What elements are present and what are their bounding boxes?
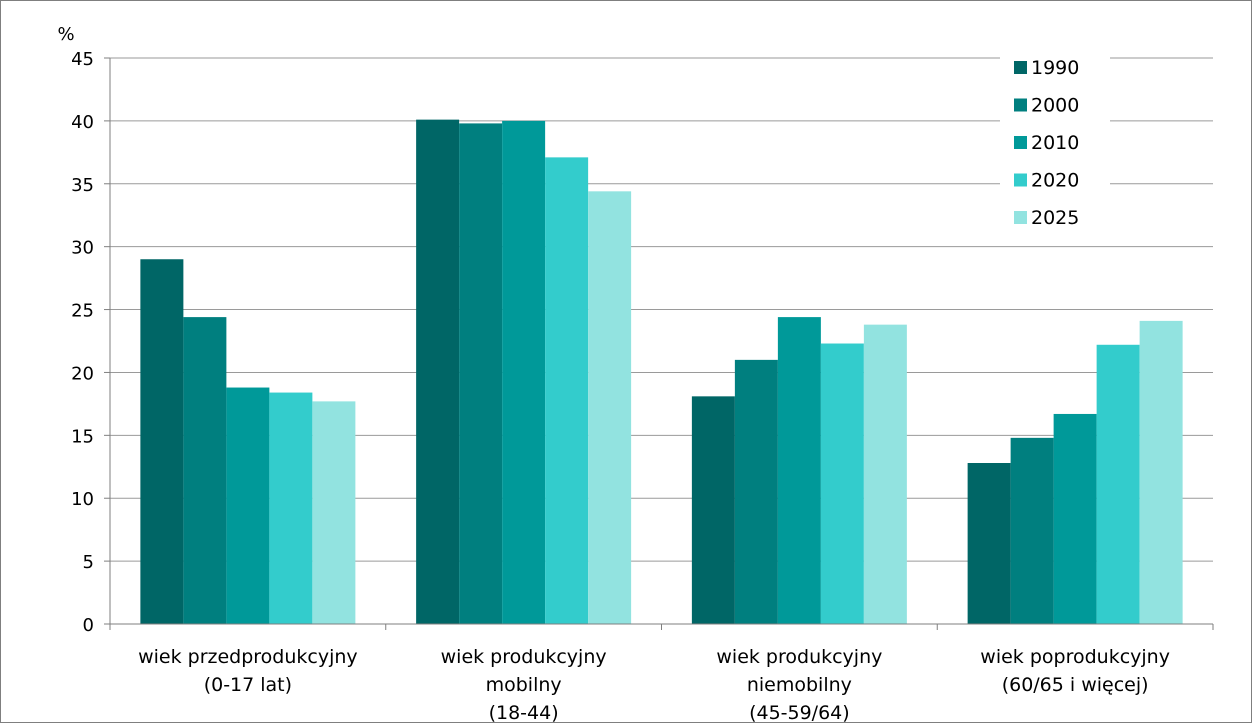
bar <box>1053 413 1097 624</box>
x-category-label: wiek produkcyjny <box>441 646 607 668</box>
x-category-label: (45-59/64) <box>749 702 850 723</box>
y-tick-label: 20 <box>71 363 94 384</box>
legend-swatch <box>1014 61 1027 74</box>
bar <box>459 123 503 624</box>
x-category-label: (0-17 lat) <box>204 674 292 696</box>
bar <box>226 387 270 624</box>
bar <box>1010 437 1054 624</box>
bars <box>140 119 1183 625</box>
bar <box>691 396 735 624</box>
bar <box>1096 344 1140 624</box>
legend-swatch <box>1014 173 1027 187</box>
y-tick-label: 10 <box>71 489 94 510</box>
bar <box>269 392 313 624</box>
bar <box>820 343 864 624</box>
legend-swatch <box>1014 98 1027 112</box>
legend-label: 1990 <box>1031 57 1079 79</box>
legend: 1990 2000 2010 2020 2025 <box>1000 48 1110 238</box>
bar <box>1139 320 1183 624</box>
y-tick-label: 25 <box>71 301 94 322</box>
bar <box>777 317 821 624</box>
bar <box>588 191 632 624</box>
x-category-label: wiek poprodukcyjny <box>980 646 1170 668</box>
legend-swatch <box>1014 211 1027 224</box>
bar <box>502 120 546 624</box>
y-tick-label: 15 <box>71 426 94 447</box>
bar <box>545 157 589 624</box>
x-category-label: mobilny <box>486 674 562 696</box>
bar <box>863 324 907 624</box>
x-category-label: wiek produkcyjny <box>716 646 882 668</box>
bar <box>183 317 227 624</box>
y-tick-label: 5 <box>83 552 94 573</box>
bar <box>312 401 356 624</box>
bar <box>734 359 778 624</box>
bar <box>416 119 460 625</box>
y-axis-unit-label: % <box>57 24 74 45</box>
legend-swatch <box>1014 136 1027 149</box>
y-tick-label: 30 <box>71 238 94 259</box>
legend-label: 2020 <box>1031 170 1079 192</box>
bar <box>967 463 1011 624</box>
x-category-label: niemobilny <box>747 674 852 696</box>
y-tick-label: 0 <box>83 615 94 636</box>
legend-label: 2000 <box>1031 95 1079 117</box>
y-tick-label: 45 <box>71 49 94 70</box>
y-tick-label: 40 <box>71 112 94 133</box>
y-tick-label: 35 <box>71 175 94 196</box>
x-category-label: wiek przedprodukcyjny <box>138 646 358 668</box>
legend-label: 2025 <box>1031 207 1079 229</box>
x-category-label: (60/65 i więcej) <box>1002 674 1149 696</box>
x-category-label: (18-44) <box>489 702 559 723</box>
legend-label: 2010 <box>1031 132 1079 154</box>
bar <box>140 259 184 624</box>
